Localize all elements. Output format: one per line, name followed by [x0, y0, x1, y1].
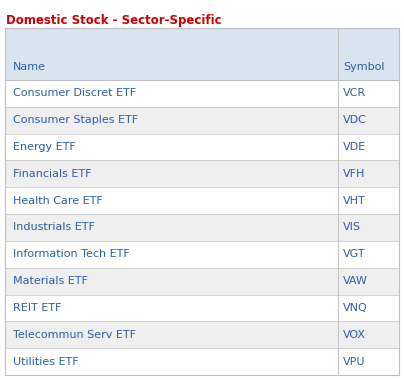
- Text: VNQ: VNQ: [343, 303, 368, 313]
- Text: Health Care ETF: Health Care ETF: [13, 196, 103, 206]
- Text: Domestic Stock - Sector-Specific: Domestic Stock - Sector-Specific: [6, 14, 222, 27]
- Text: VIS: VIS: [343, 223, 361, 233]
- Text: VCR: VCR: [343, 89, 366, 98]
- Text: VHT: VHT: [343, 196, 366, 206]
- Text: VDE: VDE: [343, 142, 366, 152]
- Text: Materials ETF: Materials ETF: [13, 276, 88, 286]
- Text: Industrials ETF: Industrials ETF: [13, 223, 95, 233]
- Text: Financials ETF: Financials ETF: [13, 169, 91, 179]
- Text: VAW: VAW: [343, 276, 368, 286]
- Text: VGT: VGT: [343, 249, 366, 259]
- Text: VPU: VPU: [343, 356, 366, 367]
- Text: VOX: VOX: [343, 330, 366, 340]
- Text: Energy ETF: Energy ETF: [13, 142, 76, 152]
- Text: Telecommun Serv ETF: Telecommun Serv ETF: [13, 330, 136, 340]
- Text: VDC: VDC: [343, 115, 367, 125]
- Text: Name: Name: [13, 62, 46, 72]
- Text: Consumer Staples ETF: Consumer Staples ETF: [13, 115, 138, 125]
- Text: VFH: VFH: [343, 169, 365, 179]
- Text: Consumer Discret ETF: Consumer Discret ETF: [13, 89, 136, 98]
- Text: Information Tech ETF: Information Tech ETF: [13, 249, 130, 259]
- Text: Symbol: Symbol: [343, 62, 385, 72]
- Text: Utilities ETF: Utilities ETF: [13, 356, 79, 367]
- Text: REIT ETF: REIT ETF: [13, 303, 61, 313]
